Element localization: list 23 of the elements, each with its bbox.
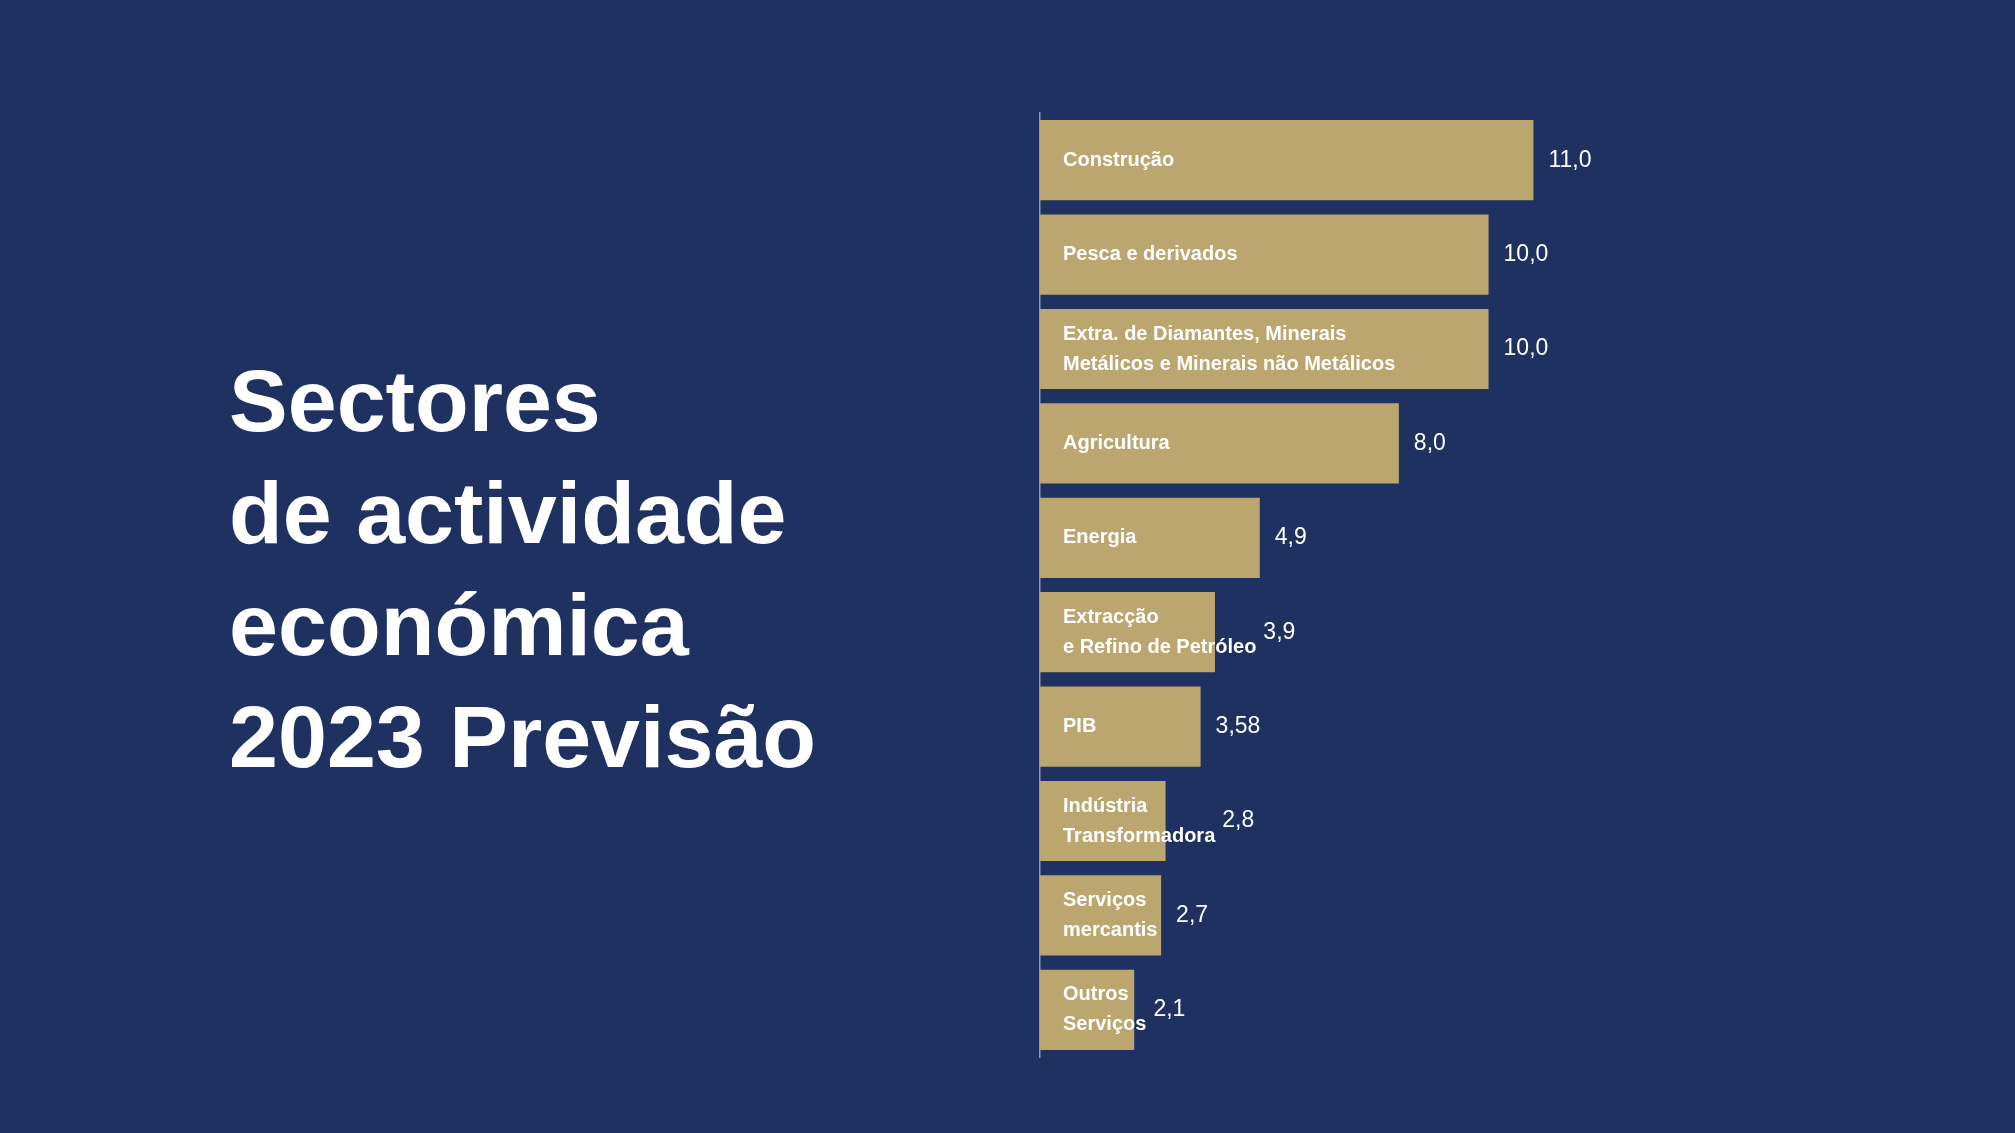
data-label: 8,0: [1413, 428, 1446, 455]
bar: [1040, 214, 1489, 295]
bar: [1040, 403, 1399, 484]
data-label: 2,1: [1153, 995, 1186, 1022]
text: Sectores de actividade económica 2023 Previsão: [229, 350, 817, 788]
data-label: 10,0: [1503, 334, 1549, 361]
y-tick-label: Serviços mercantis: [1063, 887, 1158, 940]
y-tick-label: Energia: [1063, 525, 1138, 548]
y-tick-label: Agricultura: [1063, 430, 1171, 453]
data-label: 10,0: [1503, 239, 1549, 266]
y-tick-label: PIB: [1063, 714, 1097, 737]
data-label: 4,9: [1274, 523, 1307, 550]
bar: [1040, 686, 1201, 767]
data-label: 2,8: [1222, 806, 1255, 833]
y-tick-label: Pesca e derivados: [1063, 242, 1238, 265]
bar: [1040, 120, 1534, 201]
data-label: 11,0: [1548, 145, 1592, 172]
y-tick-label: Construção: [1063, 147, 1175, 170]
y-tick-label: Extra. de Diamantes, Minerais Metálicos e Minerais não Metálicos: [1063, 321, 1396, 374]
data-label: 2,7: [1176, 900, 1209, 927]
data-label: 3,58: [1215, 711, 1261, 738]
bar: [1040, 497, 1260, 578]
data-label: 3,9: [1263, 617, 1296, 644]
